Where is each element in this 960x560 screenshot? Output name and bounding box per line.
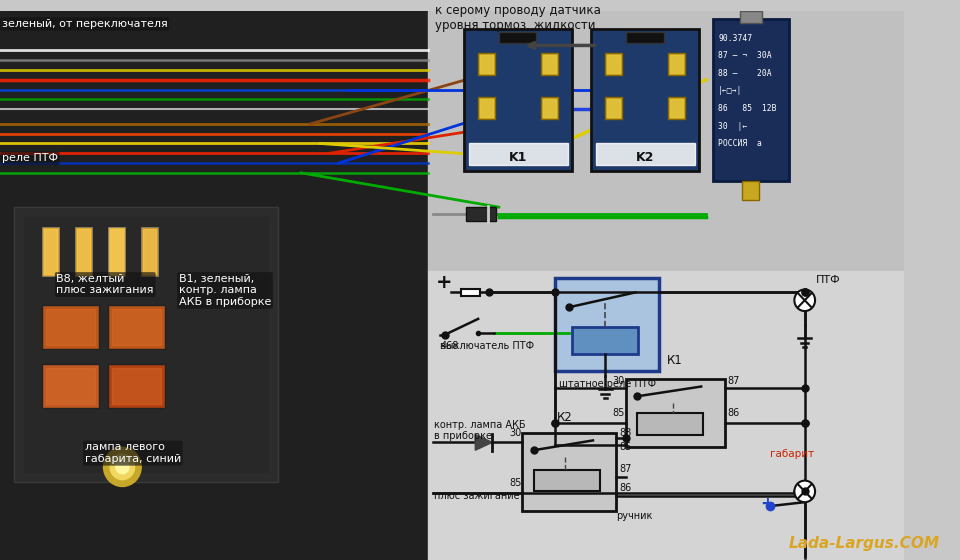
Text: ПТФ: ПТФ (816, 274, 841, 284)
Bar (543, 99, 556, 117)
Text: 85: 85 (509, 478, 521, 488)
Bar (626, 32, 663, 44)
Text: 86   85  12В: 86 85 12В (718, 104, 777, 113)
Text: 30: 30 (612, 376, 625, 386)
Text: В8, желтый
плюс зажигания: В8, желтый плюс зажигания (57, 274, 154, 296)
Bar (46, 368, 95, 404)
Bar (626, 379, 725, 447)
Bar (480, 99, 493, 117)
Text: 30  |←: 30 |← (718, 122, 748, 130)
Text: контр. лампа АКБ
в приборке: контр. лампа АКБ в приборке (434, 420, 525, 441)
Circle shape (794, 290, 815, 311)
Bar (572, 326, 638, 354)
Text: 87 — ¬  30А: 87 — ¬ 30А (718, 51, 772, 60)
Bar (428, 271, 903, 560)
Bar (480, 55, 493, 73)
Bar (42, 305, 99, 349)
Text: K1: K1 (509, 151, 527, 164)
Bar (478, 53, 495, 75)
Bar (461, 288, 480, 296)
Text: штатное реле ПТФ: штатное реле ПТФ (559, 379, 656, 389)
Text: плюс зажигание: плюс зажигание (434, 491, 519, 501)
Bar (499, 32, 537, 44)
Bar (143, 228, 156, 274)
Bar (112, 309, 161, 346)
Bar (522, 432, 616, 511)
Bar (605, 97, 622, 119)
Bar (42, 364, 99, 408)
Bar (591, 29, 699, 171)
Text: +: + (760, 495, 775, 513)
Text: 88 —    20А: 88 — 20А (718, 69, 772, 78)
Circle shape (116, 460, 129, 474)
Text: габарит: габарит (770, 449, 814, 459)
Text: 88: 88 (619, 427, 632, 437)
Text: 85: 85 (619, 442, 632, 452)
Bar (541, 53, 558, 75)
Bar (77, 228, 90, 274)
Bar (607, 55, 620, 73)
Text: +: + (436, 273, 452, 292)
Bar (543, 55, 556, 73)
Bar (713, 19, 789, 181)
Bar (24, 217, 268, 472)
Text: зеленый, от переключателя: зеленый, от переключателя (2, 19, 168, 29)
Bar (478, 97, 495, 119)
Text: 87: 87 (619, 464, 632, 474)
Bar (0, 11, 428, 560)
Bar (108, 227, 125, 276)
Text: выключатель ПТФ: выключатель ПТФ (441, 341, 535, 351)
Bar (742, 181, 758, 200)
Text: K2: K2 (636, 151, 654, 164)
Bar (468, 143, 567, 165)
Bar (75, 227, 92, 276)
Text: 86: 86 (619, 483, 632, 493)
Bar (596, 143, 695, 165)
Text: к серому проводу датчика
уровня тормоз. жидкости: к серому проводу датчика уровня тормоз. … (435, 4, 601, 32)
Bar (637, 413, 703, 435)
Text: Lada-Largus.COM: Lada-Largus.COM (789, 536, 940, 551)
Bar (108, 364, 165, 408)
Bar (464, 29, 572, 171)
Text: 468: 468 (441, 341, 459, 351)
Bar (141, 227, 158, 276)
Bar (110, 228, 123, 274)
Bar (112, 368, 161, 404)
Text: реле ПТФ: реле ПТФ (2, 153, 58, 164)
Text: |←□→|: |←□→| (718, 86, 742, 95)
Text: К2: К2 (557, 411, 572, 424)
Text: ручник: ручник (616, 511, 653, 521)
Circle shape (794, 480, 815, 502)
Bar (670, 55, 684, 73)
Text: К1: К1 (667, 354, 683, 367)
Text: РОССИЯ  а: РОССИЯ а (718, 139, 762, 148)
Text: 30: 30 (509, 427, 521, 437)
Bar (44, 228, 58, 274)
Bar (668, 53, 685, 75)
Polygon shape (475, 435, 492, 450)
Text: 90.3747: 90.3747 (718, 34, 753, 43)
Bar (670, 99, 684, 117)
Bar (466, 207, 496, 221)
Bar (46, 309, 95, 346)
Bar (42, 227, 60, 276)
Circle shape (104, 447, 141, 487)
Text: 85: 85 (612, 408, 625, 418)
Bar (555, 278, 659, 371)
Bar (605, 53, 622, 75)
Text: лампа левого
габарита, синий: лампа левого габарита, синий (84, 442, 180, 464)
Text: В1, зеленый,
контр. лампа
АКБ в приборке: В1, зеленый, контр. лампа АКБ в приборке (179, 274, 272, 307)
Bar (14, 207, 277, 482)
Circle shape (110, 454, 134, 479)
Bar (541, 97, 558, 119)
Bar (740, 11, 762, 23)
Bar (428, 11, 903, 271)
Text: 86: 86 (728, 408, 740, 418)
Bar (607, 99, 620, 117)
Bar (668, 97, 685, 119)
Bar (108, 305, 165, 349)
Text: 87: 87 (728, 376, 740, 386)
Bar (534, 470, 600, 491)
